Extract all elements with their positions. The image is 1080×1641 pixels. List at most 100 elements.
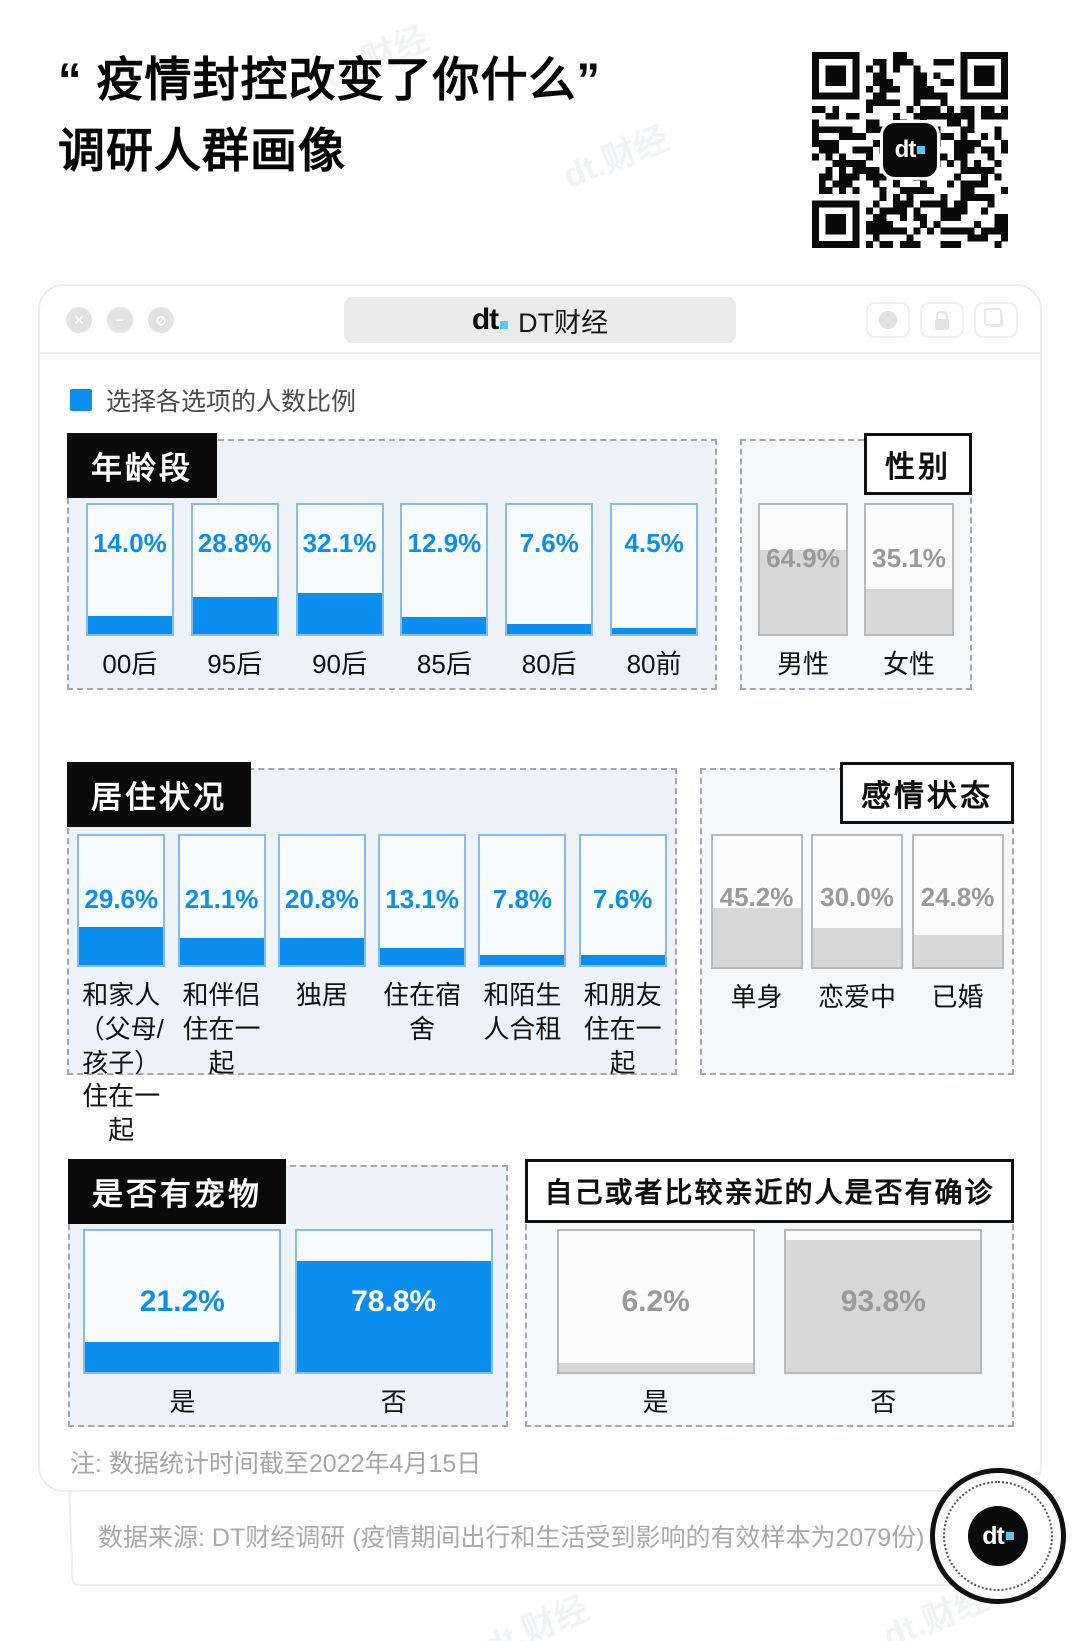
- bar-value: 30.0%: [820, 882, 894, 912]
- page-title: “ 疫情封控改变了你什么” 调研人群画像: [58, 44, 601, 187]
- section-relationship: 感情状态 45.2% 单身 30.0% 恋爱中 24.8% 已婚: [700, 762, 1014, 1075]
- close-button[interactable]: ✕: [66, 307, 92, 333]
- section-gender-title: 性别: [864, 433, 972, 495]
- bar-value: 64.9%: [766, 543, 840, 573]
- dt-badge-core: dt: [968, 1506, 1028, 1566]
- bar-category: 是: [169, 1387, 196, 1417]
- relationship-bars: 45.2% 单身 30.0% 恋爱中 24.8% 已婚: [702, 834, 1012, 1015]
- bar-category: 独居: [295, 980, 348, 1010]
- bar-value: 20.8%: [284, 884, 359, 914]
- bar-value: 21.2%: [139, 1284, 225, 1318]
- copy-button[interactable]: [974, 302, 1018, 338]
- page-title-line1: “ 疫情封控改变了你什么”: [58, 53, 602, 106]
- bar-value: 32.1%: [302, 528, 377, 558]
- section-confirmed: 自己或者比较亲近的人是否有确诊 6.2% 是 93.8% 否: [525, 1159, 1014, 1427]
- dt-logo-dot-icon: [917, 146, 926, 154]
- data-note: 注: 数据统计时间截至2022年4月15日: [70, 1450, 482, 1478]
- dt-logo-dot-icon: [500, 321, 509, 329]
- bar-category: 恋爱中: [817, 982, 896, 1012]
- profile-button[interactable]: [866, 302, 910, 338]
- circle-icon: [879, 311, 897, 329]
- qr-center-logo: dt: [883, 123, 937, 177]
- bar-fill: [380, 948, 465, 965]
- window-title: DT财经: [518, 307, 609, 338]
- bar-column: 20.8% 独居: [274, 834, 370, 1013]
- section-confirmed-title: 自己或者比较亲近的人是否有确诊: [525, 1159, 1014, 1223]
- dt-logo-text: dt: [982, 1521, 1005, 1550]
- gender-bars: 64.9% 男性 35.1% 女性: [742, 503, 970, 682]
- bar-column: 30.0% 恋爱中: [811, 834, 903, 1015]
- bar-fill: [480, 954, 565, 965]
- section-gender: 性别 64.9% 男性 35.1% 女性: [740, 433, 972, 690]
- bar-category: 80后: [521, 649, 577, 679]
- bar-column: 35.1% 女性: [864, 503, 954, 682]
- block-button[interactable]: ⊘: [148, 307, 174, 333]
- bar-fill: [612, 628, 697, 634]
- bar-value: 14.0%: [92, 528, 167, 558]
- bar-category: 80前: [626, 649, 682, 679]
- browser-window: ✕ − ⊘ dt DT财经 选择各选项的人数比例 年龄段: [38, 284, 1042, 1492]
- copy-icon: [984, 308, 1003, 327]
- bar-value: 7.8%: [492, 884, 553, 914]
- section-living: 居住状况 29.6% 和家人（父母/孩子）住在一起 21.1% 和伴侣住在一起 …: [67, 762, 677, 1145]
- bar-category: 和伴侣住在一起: [182, 980, 261, 1078]
- bar-column: 7.6% 80后: [505, 503, 594, 682]
- bar-category: 男性: [776, 649, 829, 679]
- bar-fill: [79, 926, 164, 965]
- bar-category: 住在宿舍: [383, 980, 462, 1044]
- section-age: 年龄段 14.0% 00后 28.8% 95后 32.1% 90后 12.9% …: [67, 433, 717, 690]
- legend: 选择各选项的人数比例: [70, 382, 356, 418]
- bar-fill: [558, 1363, 753, 1372]
- address-bar[interactable]: dt DT财经: [344, 297, 736, 343]
- window-header: ✕ − ⊘ dt DT财经: [40, 286, 1040, 354]
- section-pets: 是否有宠物 21.2% 是 78.8% 否: [68, 1159, 508, 1427]
- bar-fill: [712, 907, 801, 967]
- bar-column: 64.9% 男性: [758, 503, 848, 682]
- bar-category: 和陌生人合租: [483, 980, 562, 1044]
- bar-fill: [913, 934, 1002, 967]
- bar-category: 女性: [882, 649, 935, 679]
- bar-column: 32.1% 90后: [295, 503, 384, 682]
- bar-category: 是: [642, 1387, 669, 1417]
- living-bars: 29.6% 和家人（父母/孩子）住在一起 21.1% 和伴侣住在一起 20.8%…: [69, 834, 675, 1148]
- bar-column: 24.8% 已婚: [911, 834, 1004, 1015]
- bar-value: 7.6%: [593, 884, 653, 914]
- section-pets-title: 是否有宠物: [68, 1159, 286, 1224]
- dt-logo-text: dt: [471, 303, 499, 336]
- dt-logo-dot-icon: [1005, 1532, 1014, 1540]
- bar-value: 29.6%: [84, 884, 159, 914]
- section-living-title: 居住状况: [67, 762, 251, 827]
- bar-column: 13.1% 住在宿舍: [374, 834, 470, 1047]
- page-title-line2: 调研人群画像: [58, 124, 346, 178]
- bar-column: 28.8% 95后: [190, 503, 279, 682]
- legend-swatch: [70, 389, 92, 411]
- bar-category: 95后: [207, 649, 263, 679]
- section-relationship-title: 感情状态: [840, 762, 1014, 824]
- pets-bars: 21.2% 是 78.8% 否: [70, 1229, 506, 1420]
- bar-fill: [297, 592, 382, 634]
- bar-category: 和朋友住在一起: [583, 980, 662, 1078]
- bar-column: 4.5% 80前: [610, 503, 699, 682]
- bar-value: 13.1%: [385, 884, 459, 914]
- bar-fill: [296, 1260, 491, 1372]
- bar-column: 78.8% 否: [294, 1229, 493, 1420]
- watermark: dt.财经: [478, 1589, 594, 1641]
- bar-value: 4.5%: [624, 528, 684, 558]
- bar-fill: [580, 955, 665, 965]
- bar-fill: [85, 1342, 280, 1372]
- bar-category: 否: [380, 1387, 407, 1417]
- legend-label: 选择各选项的人数比例: [106, 388, 357, 416]
- minimize-button[interactable]: −: [107, 307, 133, 333]
- qr-code: dt: [812, 52, 1008, 248]
- bar-value: 24.8%: [920, 882, 995, 912]
- bar-value: 6.2%: [621, 1284, 690, 1318]
- bar-column: 7.8% 和陌生人合租: [474, 834, 570, 1047]
- bar-fill: [507, 624, 592, 634]
- bar-column: 6.2% 是: [556, 1229, 755, 1420]
- lock-button[interactable]: [920, 302, 964, 338]
- bar-value: 45.2%: [719, 882, 794, 912]
- bar-category: 90后: [312, 649, 367, 679]
- bar-value: 21.1%: [184, 884, 259, 914]
- bar-fill: [192, 596, 277, 634]
